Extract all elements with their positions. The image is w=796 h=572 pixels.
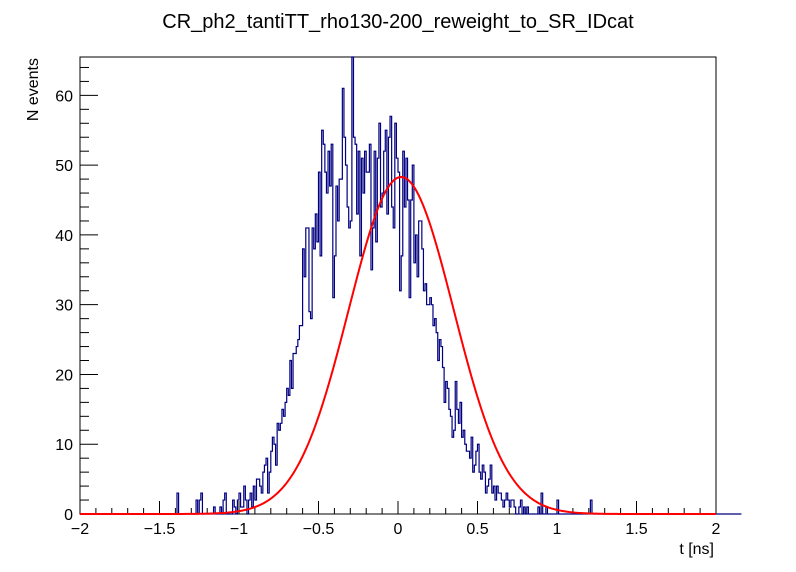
x-axis-label: t [ns] bbox=[679, 541, 714, 558]
y-tick-label: 0 bbox=[64, 507, 73, 524]
chart-title: CR_ph2_tantiTT_rho130-200_reweight_to_SR… bbox=[162, 11, 634, 33]
histogram-series bbox=[80, 56, 742, 515]
x-tick-label: −2 bbox=[71, 521, 89, 538]
fit-series bbox=[80, 176, 716, 515]
x-tick-label: 2 bbox=[712, 521, 721, 538]
x-tick-label: −0.5 bbox=[303, 521, 335, 538]
x-tick-label: −1.5 bbox=[144, 521, 176, 538]
y-tick-label: 30 bbox=[55, 298, 73, 315]
histogram-outline bbox=[80, 56, 742, 515]
plot-frame bbox=[79, 56, 717, 515]
y-tick-label: 40 bbox=[55, 228, 73, 245]
axis-ticks bbox=[79, 66, 717, 515]
y-tick-label: 50 bbox=[55, 158, 73, 175]
x-tick-label: 0.5 bbox=[466, 521, 488, 538]
x-tick-label: 1.5 bbox=[625, 521, 647, 538]
y-tick-label: 60 bbox=[55, 88, 73, 105]
x-tick-label: 1 bbox=[553, 521, 562, 538]
y-tick-label: 10 bbox=[55, 437, 73, 454]
y-axis-label: N events bbox=[25, 58, 42, 121]
x-tick-label: −1 bbox=[230, 521, 248, 538]
gaussian-fit-line bbox=[80, 176, 716, 515]
x-tick-label: 0 bbox=[394, 521, 403, 538]
y-tick-label: 20 bbox=[55, 367, 73, 384]
